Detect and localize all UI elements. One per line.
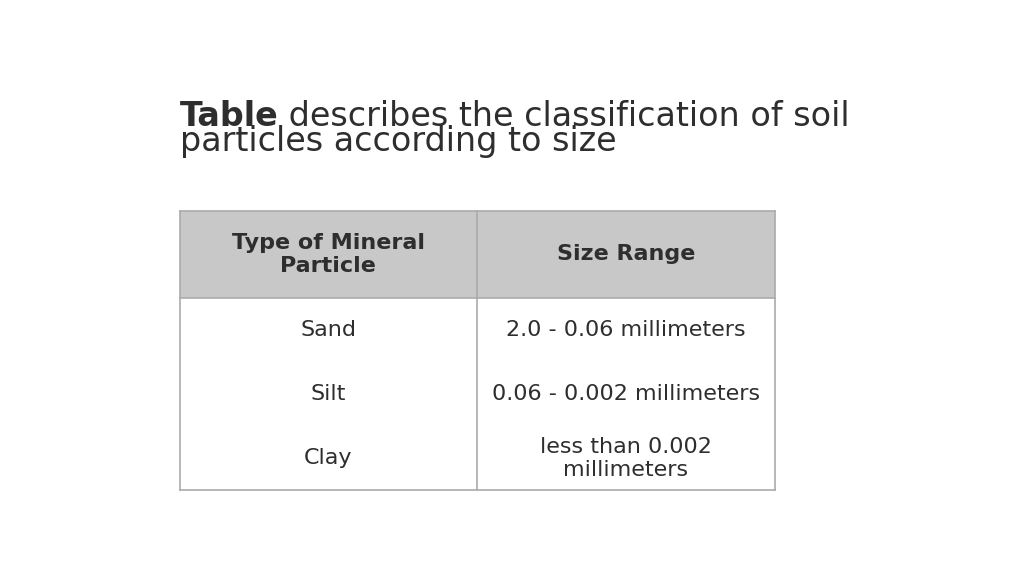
Text: Sand: Sand (300, 320, 356, 340)
Text: less than 0.002
millimeters: less than 0.002 millimeters (540, 437, 712, 480)
Text: 0.06 - 0.002 millimeters: 0.06 - 0.002 millimeters (492, 384, 760, 404)
Text: Type of Mineral
Particle: Type of Mineral Particle (231, 233, 425, 276)
Text: Size Range: Size Range (557, 244, 695, 264)
Text: Clay: Clay (304, 448, 352, 468)
Text: 2.0 - 0.06 millimeters: 2.0 - 0.06 millimeters (506, 320, 745, 340)
Bar (179, 362, 775, 426)
Text: Table: Table (179, 100, 279, 133)
Text: particles according to size: particles according to size (179, 125, 616, 158)
Bar (179, 211, 775, 298)
Bar (179, 426, 775, 490)
Text: Silt: Silt (310, 384, 346, 404)
Text: describes the classification of soil: describes the classification of soil (279, 100, 850, 133)
Bar (179, 298, 775, 362)
